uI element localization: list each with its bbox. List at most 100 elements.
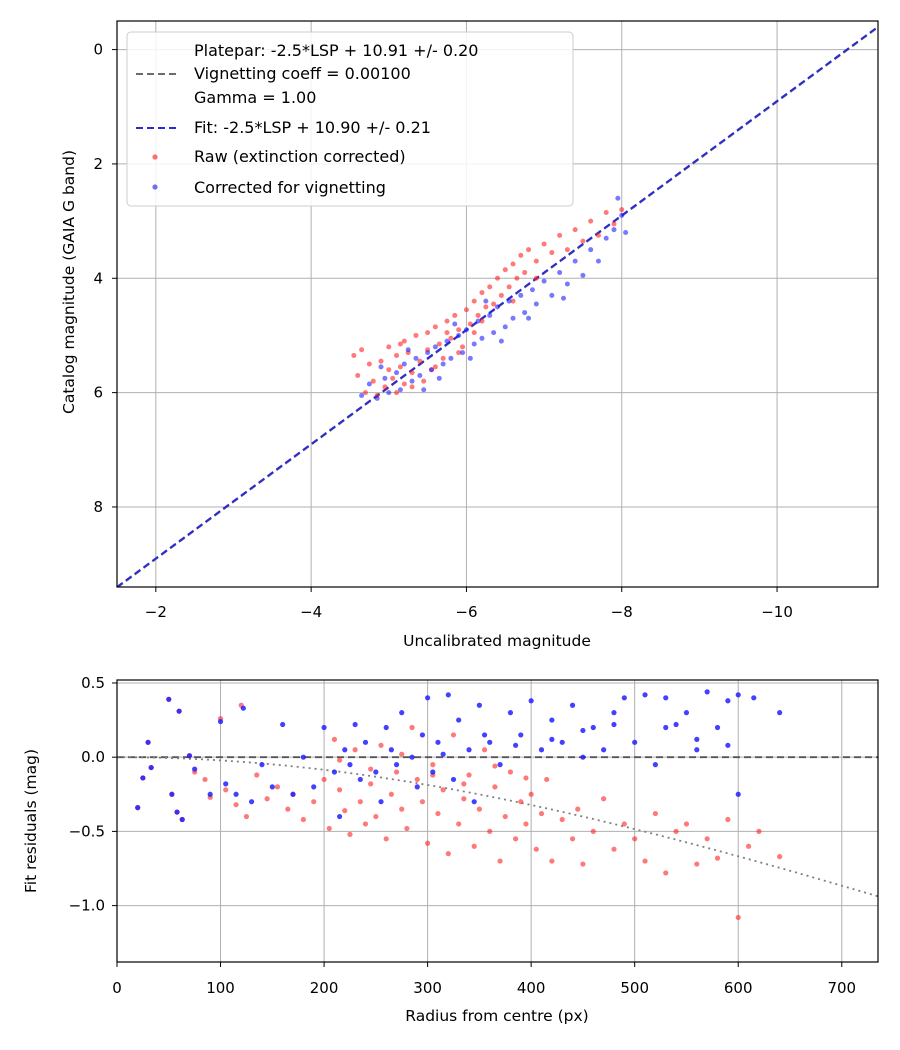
corrected-point xyxy=(518,292,524,298)
raw-point xyxy=(549,250,555,256)
raw-point xyxy=(397,341,403,347)
bottom-x-tick-label: 200 xyxy=(310,979,339,997)
raw-point xyxy=(440,355,446,361)
raw-residual-point xyxy=(673,828,679,834)
raw-residual-point xyxy=(694,861,700,867)
top-y-tick-label: 8 xyxy=(93,498,103,516)
raw-residual-point xyxy=(331,736,338,742)
bottom-y-tick-label: 0.0 xyxy=(81,748,105,766)
corrected-residual-point xyxy=(466,747,472,753)
corrected-residual-point xyxy=(337,813,343,820)
raw-residual-point xyxy=(399,751,405,757)
corrected-point xyxy=(615,195,621,201)
corrected-residual-point xyxy=(248,799,255,805)
corrected-residual-point xyxy=(518,732,524,738)
corrected-residual-point xyxy=(233,791,239,797)
vignetting-model-curve xyxy=(117,756,878,898)
raw-residual-point xyxy=(202,776,208,783)
raw-residual-point xyxy=(652,810,658,817)
corrected-point xyxy=(564,281,570,287)
raw-point xyxy=(502,267,508,273)
corrected-residual-point xyxy=(559,739,565,745)
raw-point xyxy=(510,298,516,304)
raw-point xyxy=(514,275,520,281)
corrected-residual-point xyxy=(378,799,384,805)
corrected-point xyxy=(440,361,446,367)
corrected-residual-point xyxy=(549,717,555,723)
corrected-point xyxy=(549,292,555,298)
raw-point xyxy=(603,210,609,216)
corrected-residual-point xyxy=(497,762,503,768)
corrected-point xyxy=(409,378,415,384)
corrected-residual-point xyxy=(135,805,141,811)
corrected-point xyxy=(417,372,423,378)
raw-residual-point xyxy=(621,821,627,827)
raw-residual-point xyxy=(337,787,343,793)
raw-residual-point xyxy=(362,821,369,827)
raw-point xyxy=(436,341,442,347)
corrected-point xyxy=(397,387,403,393)
raw-residual-point xyxy=(399,806,405,812)
raw-residual-point xyxy=(264,796,270,802)
corrected-residual-point xyxy=(409,754,415,760)
corrected-point xyxy=(401,361,407,367)
corrected-point xyxy=(475,318,481,324)
corrected-residual-point xyxy=(704,689,710,695)
corrected-residual-point xyxy=(569,702,576,708)
corrected-point xyxy=(491,330,497,336)
corrected-residual-point xyxy=(311,784,317,790)
corrected-residual-point xyxy=(528,698,534,704)
corrected-point xyxy=(467,355,473,361)
corrected-point xyxy=(366,381,372,387)
raw-residual-point xyxy=(481,747,488,753)
corrected-point xyxy=(588,247,594,253)
raw-residual-point xyxy=(404,825,410,832)
raw-residual-point xyxy=(611,846,617,852)
bottom-x-tick-labels: 0 100 200 300 400 500 600 700 xyxy=(112,979,856,997)
corrected-residual-point xyxy=(725,742,731,748)
bottom-x-tick-label: 0 xyxy=(112,979,122,997)
corrected-point xyxy=(498,338,504,344)
legend-entry-raw: Raw (extinction corrected) xyxy=(194,147,406,166)
raw-residual-point xyxy=(507,769,514,775)
raw-point xyxy=(510,261,516,267)
corrected-residual-point xyxy=(207,791,213,797)
corrected-residual-point xyxy=(145,739,151,745)
corrected-residual-point xyxy=(240,705,246,711)
corrected-residual-point xyxy=(456,717,462,723)
raw-point xyxy=(463,307,469,313)
raw-point xyxy=(409,384,415,390)
corrected-residual-point xyxy=(140,775,146,781)
corrected-point xyxy=(541,278,547,284)
raw-residual-point xyxy=(683,821,690,827)
raw-point xyxy=(370,378,376,384)
corrected-residual-point xyxy=(269,784,275,790)
corrected-residual-point xyxy=(580,727,586,734)
raw-residual-point xyxy=(393,769,400,775)
corrected-residual-point xyxy=(169,791,175,797)
corrected-point xyxy=(533,301,539,307)
raw-residual-point xyxy=(745,843,752,849)
corrected-point xyxy=(386,390,392,396)
corrected-residual-point xyxy=(321,724,327,731)
corrected-point xyxy=(432,344,438,350)
corrected-residual-point xyxy=(481,732,488,738)
corrected-point xyxy=(506,298,512,304)
raw-point xyxy=(425,330,431,336)
corrected-residual-point xyxy=(549,736,555,742)
corrected-residual-point xyxy=(476,702,482,708)
raw-residual-point xyxy=(461,781,467,787)
corrected-residual-point xyxy=(430,769,436,775)
corrected-residual-point xyxy=(414,784,420,790)
raw-residual-point xyxy=(476,806,482,812)
corrected-residual-point xyxy=(399,710,405,716)
legend: Platepar: -2.5*LSP + 10.91 +/- 0.20 Vign… xyxy=(126,31,574,207)
raw-residual-point xyxy=(714,855,721,861)
raw-point xyxy=(498,292,504,298)
corrected-point xyxy=(529,287,535,293)
raw-point xyxy=(351,352,357,358)
raw-point xyxy=(611,221,617,227)
top-y-tick-label: 0 xyxy=(93,41,103,59)
raw-residual-point xyxy=(461,796,467,802)
corrected-residual-point xyxy=(419,732,426,738)
